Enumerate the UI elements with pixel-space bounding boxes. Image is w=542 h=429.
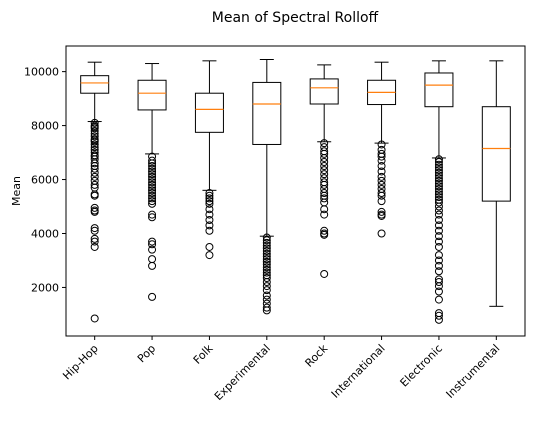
- outlier-point: [321, 154, 328, 161]
- outlier-point: [91, 173, 98, 180]
- iqr-box: [482, 107, 510, 201]
- outlier-point: [263, 283, 270, 290]
- x-tick-label: Folk: [191, 341, 216, 366]
- outlier-point: [321, 211, 328, 218]
- outlier-point: [378, 146, 385, 153]
- outlier-point: [321, 270, 328, 277]
- outlier-point: [263, 279, 270, 286]
- iqr-box: [195, 93, 223, 132]
- outlier-point: [435, 243, 442, 250]
- outlier-point: [206, 252, 213, 259]
- box-international: [368, 62, 396, 237]
- box-instrumental: [482, 61, 510, 306]
- box-electronic: [425, 61, 453, 323]
- outlier-point: [321, 199, 328, 206]
- y-tick-label: 10000: [24, 66, 59, 79]
- outlier-point: [321, 159, 328, 166]
- y-tick-label: 4000: [31, 227, 59, 240]
- iqr-box: [138, 80, 166, 110]
- box-experimental: [253, 59, 281, 313]
- outlier-point: [149, 246, 156, 253]
- outlier-point: [321, 175, 328, 182]
- box-pop: [138, 64, 166, 301]
- axes-frame: [66, 46, 525, 336]
- y-axis-label: Mean: [10, 176, 23, 206]
- outlier-point: [206, 227, 213, 234]
- x-tick-label: Rock: [303, 341, 331, 369]
- outlier-point: [378, 230, 385, 237]
- outlier-point: [321, 144, 328, 151]
- outlier-point: [91, 169, 98, 176]
- x-tick-label: Instrumental: [444, 342, 503, 401]
- box-rock: [310, 65, 338, 278]
- outlier-point: [378, 181, 385, 188]
- outlier-point: [263, 292, 270, 299]
- outlier-point: [378, 198, 385, 205]
- outlier-point: [435, 268, 442, 275]
- outlier-point: [378, 185, 385, 192]
- y-tick-label: 2000: [31, 281, 59, 294]
- outlier-point: [435, 203, 442, 210]
- outlier-point: [435, 207, 442, 214]
- outlier-point: [321, 171, 328, 178]
- outlier-point: [321, 185, 328, 192]
- iqr-box: [425, 73, 453, 107]
- outlier-point: [378, 177, 385, 184]
- x-tick-label: Pop: [135, 342, 158, 365]
- chart-title: Mean of Spectral Rolloff: [212, 10, 379, 26]
- iqr-box: [310, 79, 338, 104]
- y-tick-label: 6000: [31, 174, 59, 187]
- outlier-point: [263, 300, 270, 307]
- outlier-point: [149, 262, 156, 269]
- outlier-point: [435, 288, 442, 295]
- iqr-box: [253, 82, 281, 144]
- outlier-point: [91, 243, 98, 250]
- outlier-point: [263, 296, 270, 303]
- iqr-box: [81, 76, 109, 94]
- outlier-point: [91, 177, 98, 184]
- outlier-point: [378, 173, 385, 180]
- outlier-point: [206, 243, 213, 250]
- outlier-point: [321, 163, 328, 170]
- x-tick-label: International: [329, 342, 388, 401]
- outlier-point: [321, 167, 328, 174]
- box-folk: [195, 61, 223, 259]
- outlier-point: [149, 256, 156, 263]
- outlier-point: [149, 293, 156, 300]
- plot-area: 2000 4000 6000 8000 10000 Hip-Hop Pop FolkExper…: [24, 59, 510, 403]
- outlier-point: [91, 315, 98, 322]
- x-tick-label: Experimental: [212, 342, 273, 403]
- y-tick-label: 8000: [31, 120, 59, 133]
- x-tick-label: Electronic: [398, 342, 446, 390]
- box-hip-hop: [81, 62, 109, 322]
- outlier-point: [435, 316, 442, 323]
- outlier-point: [435, 296, 442, 303]
- x-tick-label: Hip-Hop: [60, 342, 101, 383]
